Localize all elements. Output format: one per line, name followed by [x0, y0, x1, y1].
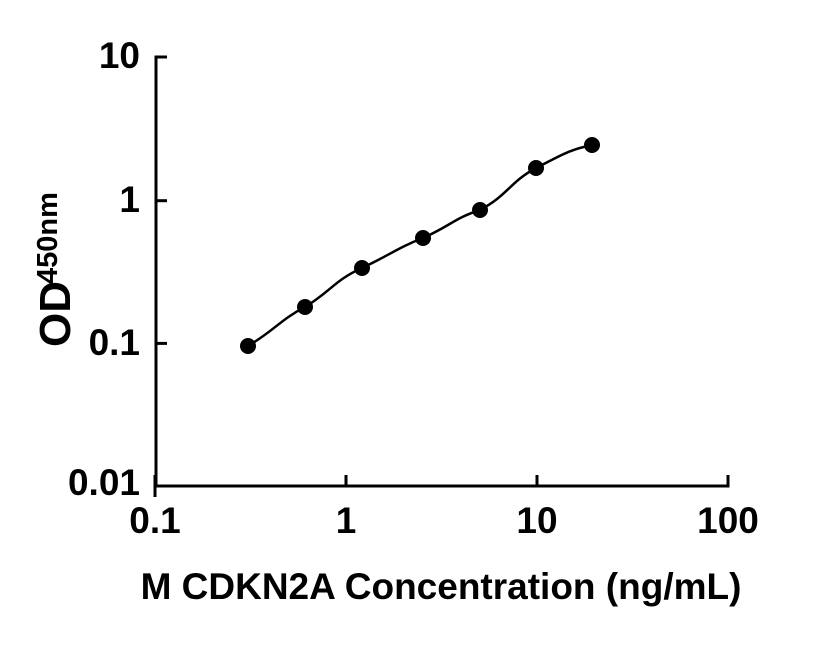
svg-text:100: 100 [697, 500, 759, 541]
svg-text:0.01: 0.01 [68, 462, 140, 503]
svg-text:OD: OD [31, 281, 80, 347]
svg-text:450nm: 450nm [32, 192, 64, 284]
svg-text:10: 10 [516, 500, 557, 541]
svg-text:M CDKN2A Concentration (ng/mL): M CDKN2A Concentration (ng/mL) [141, 566, 742, 607]
svg-text:1: 1 [336, 500, 357, 541]
svg-text:10: 10 [99, 35, 140, 76]
svg-text:0.1: 0.1 [129, 500, 180, 541]
svg-text:1: 1 [119, 179, 140, 220]
svg-text:0.1: 0.1 [89, 322, 140, 363]
